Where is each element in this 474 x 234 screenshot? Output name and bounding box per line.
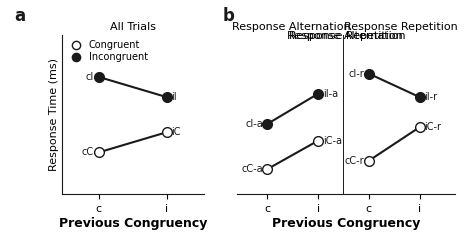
- Text: Response Repetition: Response Repetition: [344, 22, 457, 32]
- Text: cC-r: cC-r: [345, 156, 365, 166]
- Text: iI-a: iI-a: [323, 89, 338, 99]
- Text: cI: cI: [86, 72, 94, 82]
- Text: Response Alternation: Response Alternation: [232, 22, 351, 32]
- Text: Response Alternation: Response Alternation: [287, 31, 405, 41]
- Text: Response Repetition: Response Repetition: [289, 31, 403, 41]
- Text: cC: cC: [82, 147, 94, 157]
- Text: cC-a: cC-a: [241, 164, 263, 174]
- Text: iI-r: iI-r: [424, 92, 437, 102]
- Text: b: b: [223, 7, 235, 25]
- Text: iI: iI: [171, 92, 177, 102]
- Text: iC: iC: [171, 127, 181, 137]
- X-axis label: Previous Congruency: Previous Congruency: [272, 217, 420, 230]
- Y-axis label: Response Time (ms): Response Time (ms): [49, 58, 59, 171]
- Text: iC-a: iC-a: [323, 136, 342, 146]
- X-axis label: Previous Congruency: Previous Congruency: [58, 217, 207, 230]
- Text: a: a: [14, 7, 25, 25]
- Title: All Trials: All Trials: [109, 22, 156, 32]
- Text: iC-r: iC-r: [424, 122, 441, 132]
- Text: cI-a: cI-a: [245, 119, 263, 129]
- Legend: Congruent, Incongruent: Congruent, Incongruent: [66, 40, 148, 62]
- Text: cI-r: cI-r: [348, 69, 365, 79]
